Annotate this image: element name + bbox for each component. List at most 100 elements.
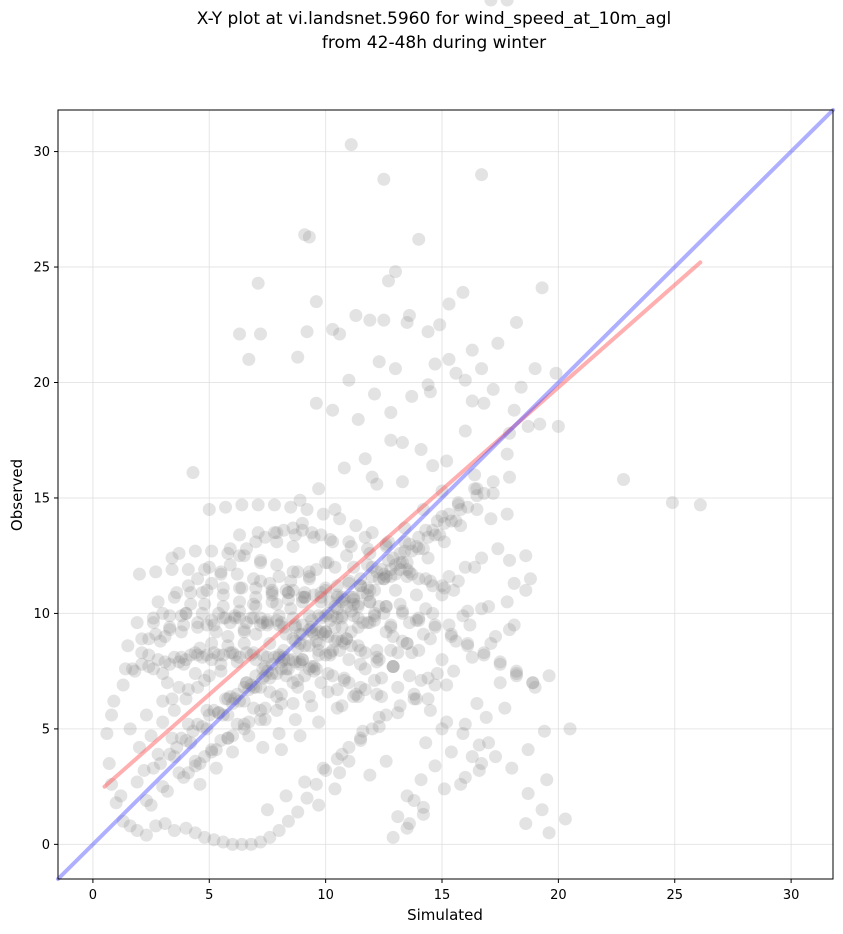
scatter-point	[363, 583, 377, 597]
scatter-point	[277, 620, 291, 634]
scatter-point	[319, 625, 333, 639]
scatter-point	[526, 676, 540, 690]
scatter-point	[486, 475, 500, 489]
scatter-point	[388, 265, 402, 279]
scatter-point	[381, 553, 395, 567]
scatter-point	[205, 745, 219, 759]
scatter-point	[146, 662, 160, 676]
scatter-point	[135, 632, 149, 646]
scatter-point	[665, 496, 679, 510]
scatter-point	[253, 574, 267, 588]
scatter-point	[365, 722, 379, 736]
scatter-point	[142, 648, 156, 662]
scatter-point	[202, 708, 216, 722]
x-tick-label: 10	[317, 888, 334, 903]
scatter-point	[391, 680, 405, 694]
scatter-point	[440, 678, 454, 692]
scatter-point	[223, 542, 237, 556]
scatter-point	[237, 549, 251, 563]
scatter-point	[233, 611, 247, 625]
scatter-point	[361, 588, 375, 602]
scatter-point	[321, 556, 335, 570]
scatter-point	[323, 646, 337, 660]
scatter-point	[205, 544, 219, 558]
scatter-point	[344, 625, 358, 639]
scatter-point	[188, 826, 202, 840]
scatter-point	[344, 539, 358, 553]
scatter-point	[237, 625, 251, 639]
scatter-point	[416, 503, 430, 517]
scatter-point	[384, 406, 398, 420]
scatter-point	[300, 325, 314, 339]
scatter-point	[302, 569, 316, 583]
scatter-point	[514, 380, 528, 394]
scatter-point	[270, 526, 284, 540]
scatter-point	[461, 604, 475, 618]
scatter-point	[319, 583, 333, 597]
scatter-point	[435, 579, 449, 593]
scatter-point	[298, 228, 312, 242]
scatter-point	[130, 616, 144, 630]
scatter-point	[286, 676, 300, 690]
scatter-point	[223, 558, 237, 572]
scatter-point	[363, 313, 377, 327]
scatter-point	[293, 729, 307, 743]
scatter-point	[354, 579, 368, 593]
scatter-point	[270, 666, 284, 680]
scatter-point	[349, 519, 363, 533]
scatter-point	[379, 600, 393, 614]
scatter-point	[291, 805, 305, 819]
scatter-point	[558, 812, 572, 826]
scatter-point	[423, 574, 437, 588]
scatter-point	[379, 600, 393, 614]
scatter-point	[468, 468, 482, 482]
scatter-point	[191, 680, 205, 694]
scatter-point	[507, 576, 521, 590]
scatter-point	[212, 706, 226, 720]
scatter-point	[344, 604, 358, 618]
scatter-point	[156, 606, 170, 620]
scatter-point	[335, 620, 349, 634]
scatter-point	[363, 595, 377, 609]
scatter-point	[475, 168, 489, 182]
scatter-point	[326, 609, 340, 623]
scatter-point	[170, 586, 184, 600]
scatter-point	[354, 657, 368, 671]
scatter-point	[263, 830, 277, 844]
scatter-point	[509, 315, 523, 329]
scatter-point	[274, 687, 288, 701]
scatter-point	[398, 544, 412, 558]
scatter-point	[286, 521, 300, 535]
scatter-point	[270, 613, 284, 627]
scatter-point	[265, 657, 279, 671]
scatter-point	[463, 618, 477, 632]
scatter-point	[395, 634, 409, 648]
scatter-point	[305, 699, 319, 713]
scatter-point	[295, 653, 309, 667]
scatter-point	[319, 556, 333, 570]
scatter-point	[528, 362, 542, 376]
scatter-point	[179, 733, 193, 747]
scatter-point	[309, 295, 323, 309]
scatter-point	[226, 745, 240, 759]
scatter-point	[312, 482, 326, 496]
scatter-point	[265, 586, 279, 600]
scatter-point	[472, 763, 486, 777]
scatter-point	[470, 696, 484, 710]
scatter-point	[312, 643, 326, 657]
scatter-point	[228, 648, 242, 662]
scatter-point	[198, 597, 212, 611]
scatter-point	[402, 537, 416, 551]
scatter-point	[368, 613, 382, 627]
scatter-point	[219, 611, 233, 625]
scatter-point	[132, 740, 146, 754]
scatter-point	[116, 814, 130, 828]
identity-line	[56, 108, 835, 881]
scatter-point	[179, 606, 193, 620]
scatter-point	[249, 581, 263, 595]
scatter-point	[414, 773, 428, 787]
scatter-point	[416, 542, 430, 556]
scatter-point	[202, 560, 216, 574]
scatter-point	[321, 630, 335, 644]
scatter-point	[179, 653, 193, 667]
